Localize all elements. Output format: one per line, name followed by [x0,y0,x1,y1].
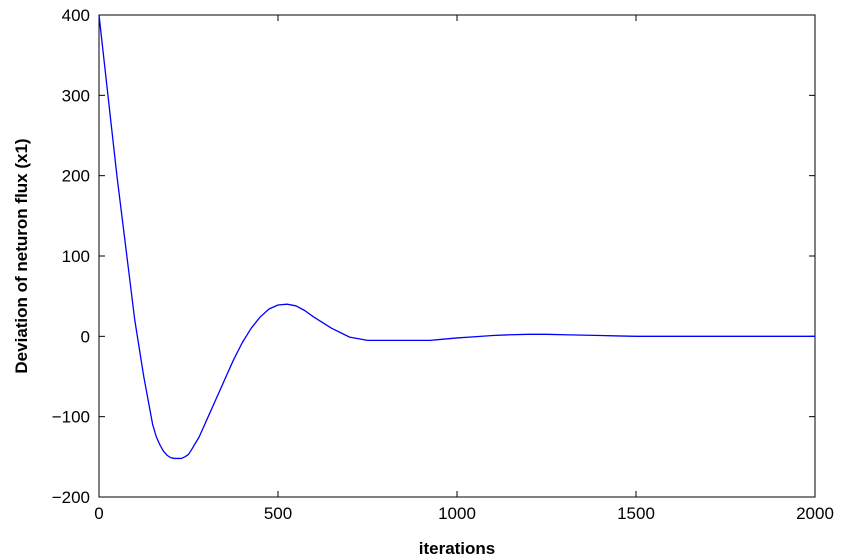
ticks-layer: 0 500 1000 1500 2000 −200 −100 0 100 200 300 400 [52,6,834,523]
y-tick-label: 200 [62,167,90,186]
y-tick-label: −100 [52,408,90,427]
y-axis-title: Deviation of neturon flux (x1) [12,138,31,373]
y-tick-label: 100 [62,247,90,266]
x-tick-label: 2000 [796,504,834,523]
x-tick-label: 500 [264,504,292,523]
plot-area [98,14,816,498]
y-tick-label: 0 [81,327,90,346]
x-tick-label: 0 [94,504,103,523]
series-layer [98,14,815,460]
x-tick-label: 1500 [617,504,655,523]
x-tick-label: 1000 [438,504,476,523]
series-line-0 [98,14,815,460]
x-axis-title: iterations [419,539,496,558]
y-tick-label: 400 [62,6,90,25]
y-tick-label: 300 [62,86,90,105]
y-tick-label: −200 [52,488,90,507]
